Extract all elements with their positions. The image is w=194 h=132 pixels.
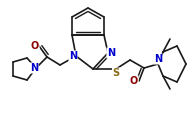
Text: N: N xyxy=(154,54,162,64)
Text: N: N xyxy=(69,51,77,61)
Text: S: S xyxy=(113,68,120,78)
Text: N: N xyxy=(107,48,115,58)
Text: O: O xyxy=(130,76,138,86)
Text: N: N xyxy=(30,63,38,73)
Text: O: O xyxy=(31,41,39,51)
